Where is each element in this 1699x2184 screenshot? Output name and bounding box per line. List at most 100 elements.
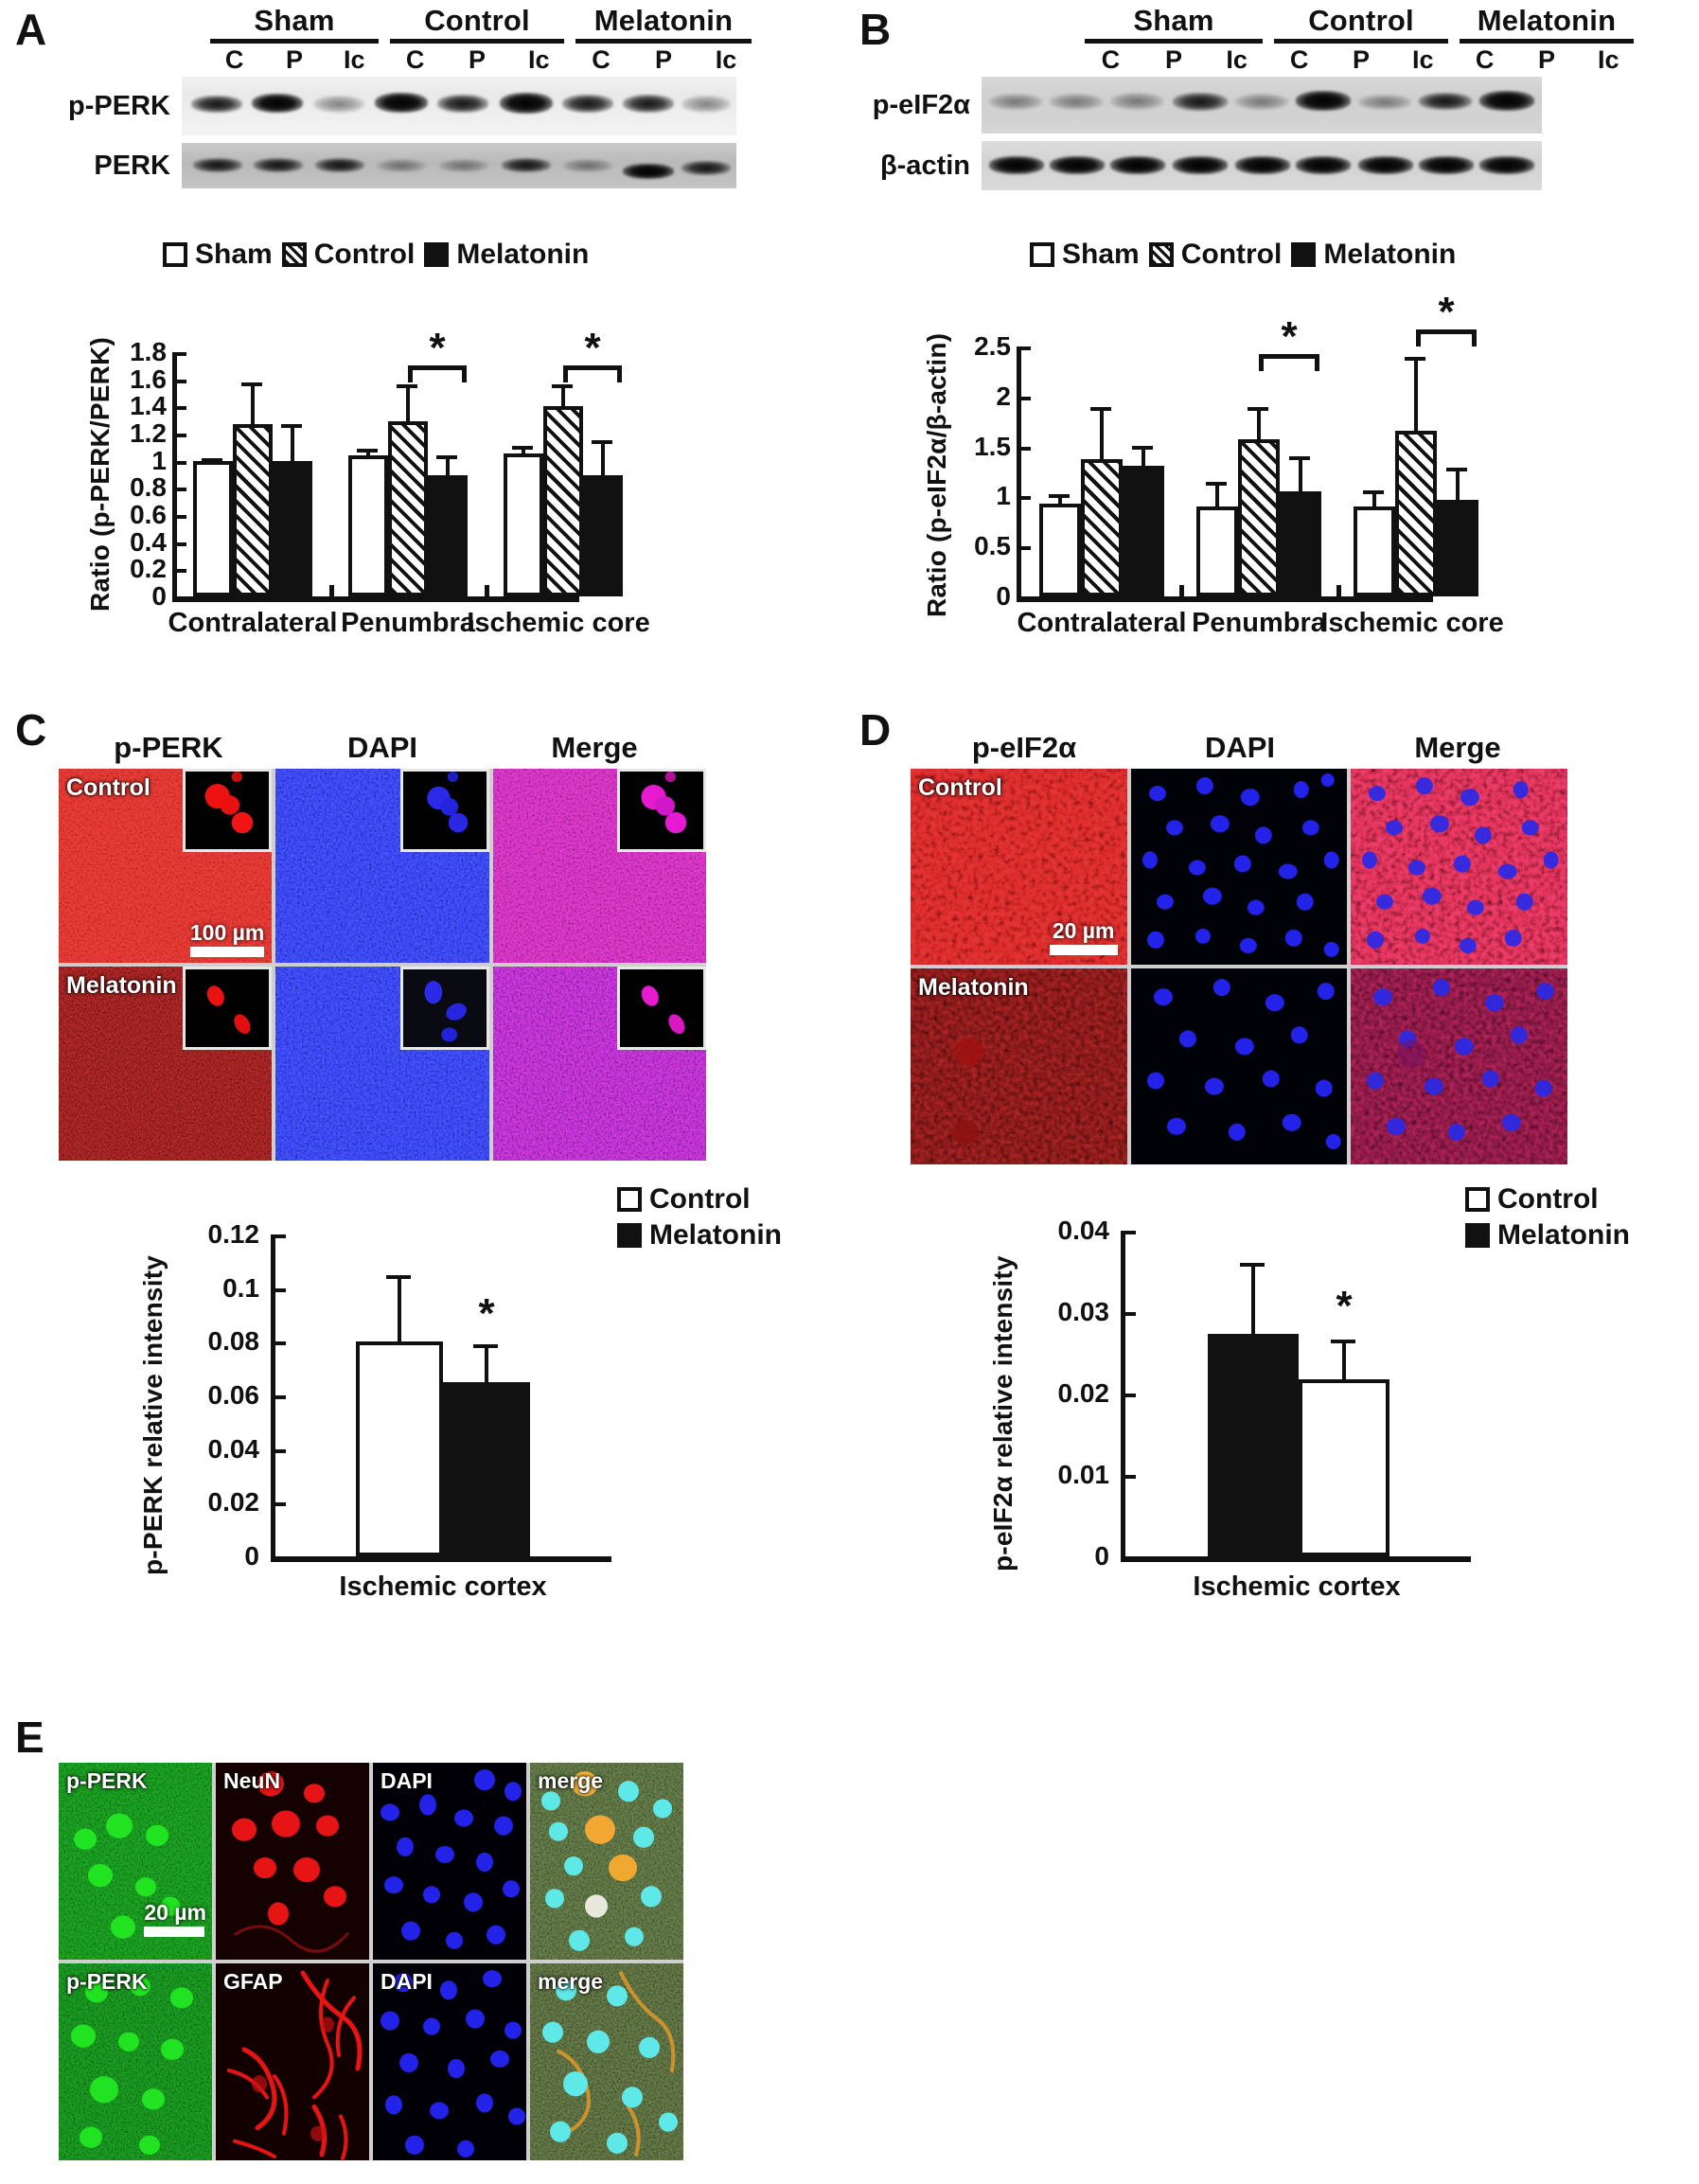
lane-label: P (1352, 45, 1370, 74)
channel-tag-pperk: p-PERK (66, 1768, 148, 1793)
y-tick-label: 0 (244, 1541, 259, 1571)
micrograph-e-neun: NeuN (216, 1763, 369, 1960)
micrograph-e-pperk-neun-row: p-PERK 20 µm (59, 1763, 212, 1960)
micrograph-e-dapi-row2: DAPI (373, 1963, 526, 2160)
micrograph-e-gfap: GFAP (216, 1963, 369, 2160)
lane-label: P (1165, 45, 1183, 74)
inset-melatonin-merge (616, 967, 706, 1050)
filled-square-icon (424, 242, 450, 267)
y-axis (1017, 346, 1021, 596)
panel-d-x-axis-label: Ischemic cortex (1193, 1571, 1401, 1602)
channel-tag-merge: merge (538, 1768, 604, 1793)
y-tick-label: 0.1 (222, 1272, 259, 1303)
panel-letter-c: C (15, 705, 47, 755)
scalebar-20um: 20 µm (144, 1902, 206, 1937)
micrograph-d-control-peif2a: Control 20 µm (911, 769, 1127, 965)
panel-c-legend: Control Melatonin (617, 1183, 782, 1252)
bar-melatonin (428, 475, 468, 596)
bar-melatonin (443, 1381, 530, 1556)
blot-group-control: Control C P Ic (1268, 4, 1454, 75)
panel-e-micrograph-grid: p-PERK 20 µm NeuN (59, 1763, 683, 2160)
lane-label: C (1475, 45, 1495, 74)
legend-item-control: Control (617, 1183, 751, 1216)
y-tick-label: 1.8 (130, 337, 167, 366)
panel-b-chart: Ratio (p-eIF2α/β-actin) 0 0.5 1 1.5 2 2.… (899, 292, 1504, 639)
hatched-square-icon (1148, 242, 1174, 267)
blot-row-perk: PERK (94, 143, 757, 188)
micrograph-control-dapi (275, 769, 489, 963)
panel-a-legend: Sham Control Melatonin (163, 239, 589, 271)
lane-label: C (405, 45, 425, 74)
filled-square-icon (1291, 242, 1317, 267)
panel-a-western-blot: Sham C P Ic Control C P Ic Melatonin C P (68, 4, 757, 196)
bar-control (1081, 459, 1123, 596)
bar-sham (1039, 503, 1081, 596)
significance-asterisk: * (478, 1290, 495, 1337)
legend-item-sham: Sham (1030, 239, 1140, 271)
y-tick-label: 1.2 (130, 418, 167, 448)
panel-d-micrograph-grid: Control 20 µm (911, 769, 1567, 1164)
row-label-melatonin: Melatonin (918, 974, 1029, 1001)
x-axis (172, 596, 579, 602)
micrograph-e-merge-row1: merge (530, 1763, 683, 1960)
lane-label: P (285, 45, 303, 74)
lane-label: Ic (715, 45, 737, 74)
panel-d-column-title: Merge (1414, 731, 1501, 764)
y-tick-label: 0.01 (1057, 1460, 1110, 1489)
panel-c-chart: p-PERK relative intensity 0 0.02 0.04 0.… (114, 1204, 776, 1602)
bar-sham (1196, 506, 1238, 596)
channel-tag-neun: NeuN (223, 1768, 281, 1793)
y-tick-label: 0.02 (1057, 1378, 1110, 1408)
blot-row-label: β-actin (879, 150, 970, 181)
blot-group-melatonin: Melatonin C P Ic (570, 4, 757, 75)
lane-label: C (224, 45, 244, 74)
y-tick-label: 0 (151, 581, 167, 611)
scalebar-20um: 20 µm (1049, 920, 1118, 955)
bar-control (356, 1341, 443, 1556)
legend-item-control: Control (1148, 239, 1283, 271)
blot-row-label: p-PERK (68, 90, 170, 121)
bar-sham (348, 454, 388, 596)
y-tick-label: 1.6 (130, 364, 167, 394)
legend-label: Melatonin (649, 1219, 782, 1251)
panel-b-legend: Sham Control Melatonin (1030, 239, 1456, 271)
y-tick-label: 1 (996, 481, 1011, 511)
bar-sham (1354, 506, 1395, 596)
inset-control-dapi (399, 769, 489, 852)
channel-tag-dapi: DAPI (381, 1969, 433, 1994)
legend-label: Melatonin (456, 239, 590, 270)
micrograph-control-pperk: Control 100 µm (59, 769, 273, 963)
legend-label: Control (1497, 1183, 1599, 1215)
y-tick-label: 2.5 (974, 331, 1011, 361)
bar-melatonin (1299, 1378, 1389, 1556)
lane-label: Ic (1598, 45, 1619, 74)
panel-b-plot-area (1017, 346, 1437, 602)
panel-a-chart: Ratio (p-PERK/PERK) 0 0.2 0.4 0.6 0.8 1 … (57, 318, 650, 639)
panel-b-western-blot: Sham C P Ic Control C P Ic Melatonin C P (873, 4, 1642, 198)
blot-group-melatonin: Melatonin C P Ic (1454, 4, 1639, 75)
legend-item-melatonin: Melatonin (1291, 239, 1456, 271)
bar-melatonin (583, 475, 623, 596)
panel-d-chart: p-eIF2α relative intensity 0 0.01 0.02 0… (967, 1200, 1630, 1602)
significance-bracket (1416, 329, 1477, 346)
y-tick-label: 0.02 (207, 1487, 260, 1518)
blot-row-label: p-eIF2α (872, 89, 970, 120)
lane-label: Ic (1412, 45, 1434, 74)
y-tick-label: 1.4 (130, 391, 167, 421)
legend-item-melatonin: Melatonin (1465, 1219, 1630, 1252)
panel-letter-b: B (859, 5, 892, 54)
panel-d-column-title: DAPI (1204, 731, 1276, 764)
micrograph-d-melatonin-merge (1351, 968, 1567, 1164)
x-category-label: Penumbra (341, 608, 475, 638)
legend-item-control: Control (281, 239, 415, 271)
blot-row-bactin: β-actin (880, 141, 1642, 190)
bar-melatonin (273, 460, 312, 596)
x-category-label: Ischemic core (467, 608, 650, 638)
blot-row-pperk: p-PERK (68, 77, 757, 135)
y-tick-label: 0.4 (130, 526, 167, 557)
open-square-icon (617, 1187, 642, 1212)
bar-sham (193, 460, 233, 596)
lane-label: C (592, 45, 611, 74)
legend-label: Control (1180, 239, 1283, 270)
significance-asterisk: * (1336, 1283, 1353, 1329)
